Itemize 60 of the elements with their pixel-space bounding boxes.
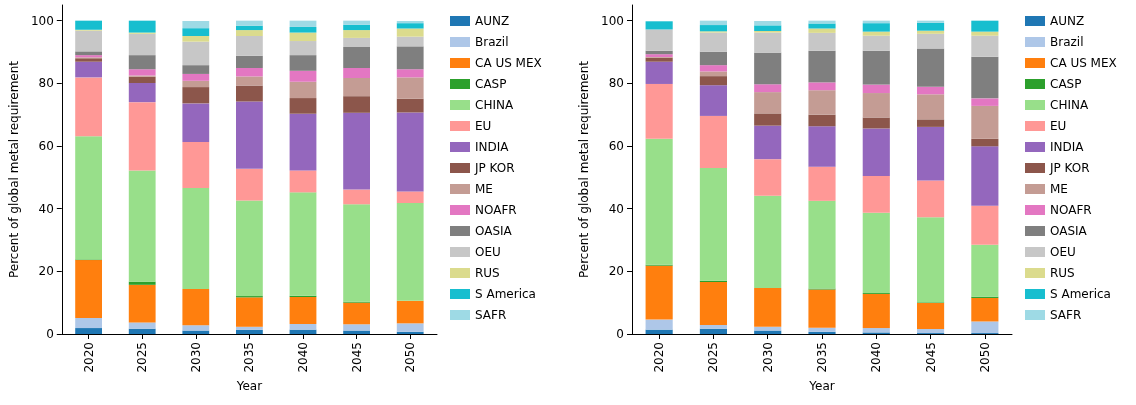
legend-label: SAFR: [1050, 308, 1082, 322]
x-tick-label: 2025: [135, 342, 150, 373]
x-tick-label: 2030: [760, 342, 775, 373]
y-tick-label: 80: [608, 76, 624, 91]
legend-label: Brazil: [1050, 35, 1084, 49]
legend-label: CA US MEX: [475, 56, 542, 70]
y-tick-label: 60: [38, 139, 54, 153]
legend-label: S America: [1050, 287, 1111, 301]
y-axis-title: Percent of global metal requirement: [577, 60, 592, 279]
x-tick-label: 2020: [81, 342, 96, 373]
legend-label: RUS: [475, 266, 500, 280]
y-tick-label: 0: [616, 327, 624, 341]
x-tick-label: 2050: [403, 342, 418, 373]
legend-label: Brazil: [475, 35, 509, 49]
x-tick-label: 2050: [977, 342, 992, 373]
legend-label: JP KOR: [474, 161, 515, 175]
x-tick-label: 2040: [869, 342, 884, 373]
y-tick-label: 20: [38, 264, 54, 279]
legend-label: AUNZ: [1050, 14, 1085, 28]
legend-label: RUS: [1050, 266, 1075, 280]
x-axis-title: Year: [808, 379, 835, 394]
x-tick-label: 2035: [815, 342, 829, 373]
y-tick-label: 40: [608, 201, 624, 216]
legend-label: ME: [475, 182, 493, 196]
legend-label: CHINA: [475, 98, 514, 112]
legend-label: CASP: [1050, 77, 1082, 91]
x-tick-label: 2045: [923, 342, 938, 373]
legend-label: EU: [1050, 119, 1067, 133]
legend-label: NOAFR: [1050, 203, 1092, 217]
x-tick-label: 2020: [652, 342, 667, 373]
x-tick-label: 2045: [349, 342, 364, 373]
x-tick-label: 2035: [242, 342, 257, 373]
legend-label: CHINA: [1050, 98, 1089, 112]
legend-label: CASP: [475, 77, 507, 91]
y-tick-label: 20: [608, 264, 624, 279]
x-tick-label: 2040: [296, 342, 310, 373]
x-tick-label: 2025: [706, 342, 721, 373]
legend-label: JP KOR: [1049, 161, 1090, 175]
legend-label: OASIA: [475, 224, 513, 238]
legend-label: OEU: [475, 245, 501, 259]
legend-label: NOAFR: [475, 203, 517, 217]
y-tick-label: 100: [30, 13, 54, 28]
y-tick-label: 80: [38, 76, 54, 91]
y-tick-label: 100: [601, 13, 624, 28]
y-tick-label: 60: [608, 139, 624, 153]
legend-label: ME: [1050, 182, 1068, 196]
legend-label: INDIA: [475, 140, 510, 154]
y-axis-title: Percent of global metal requirement: [7, 60, 21, 279]
legend-label: SAFR: [475, 308, 507, 322]
legend-label: OASIA: [1050, 224, 1088, 238]
x-axis-title: Year: [235, 379, 263, 394]
x-tick-label: 2030: [188, 342, 203, 373]
legend-label: OEU: [1050, 245, 1076, 259]
legend-label: S America: [475, 287, 536, 301]
legend-label: EU: [475, 119, 492, 133]
legend-label: INDIA: [1050, 140, 1085, 154]
y-tick-label: 0: [46, 327, 54, 341]
y-tick-label: 40: [38, 201, 54, 216]
legend-label: CA US MEX: [1050, 56, 1117, 70]
legend-label: AUNZ: [475, 14, 510, 28]
